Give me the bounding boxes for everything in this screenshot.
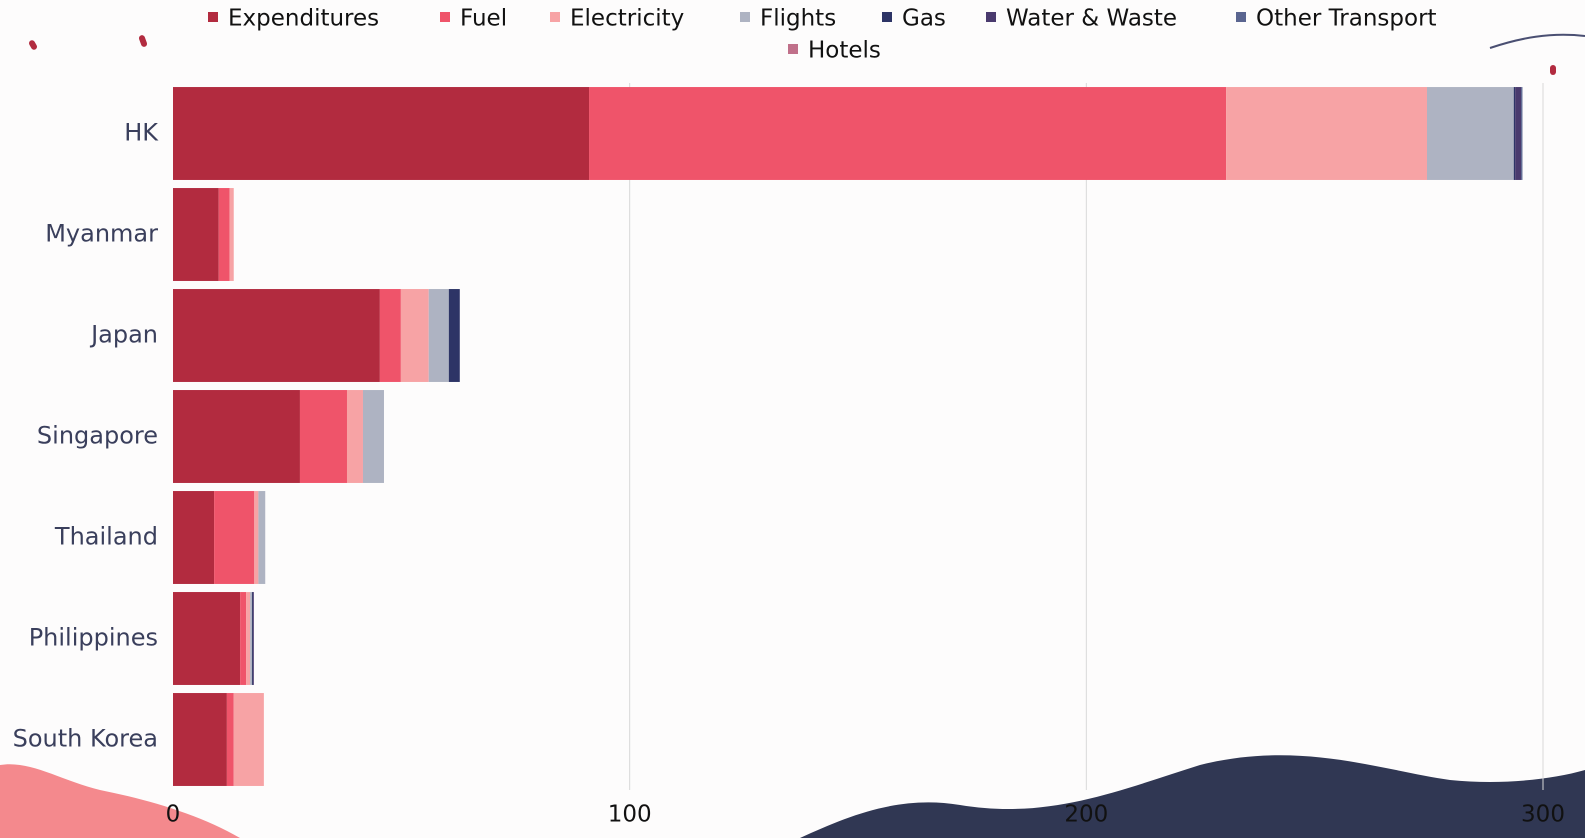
legend-marker: [788, 44, 798, 54]
legend-marker: [208, 12, 218, 22]
legend-label: Fuel: [460, 6, 507, 32]
bar-segment: [173, 390, 300, 483]
bar-segment: [173, 693, 227, 786]
bar-segment: [400, 289, 429, 382]
confetti: [138, 35, 148, 47]
legend-marker: [986, 12, 996, 22]
legend-label: Hotels: [808, 38, 881, 64]
bar-segment: [218, 188, 230, 281]
legend-label: Electricity: [570, 6, 684, 32]
bar-segment: [1513, 87, 1516, 180]
bar-segment: [214, 491, 255, 584]
legend-label: Gas: [902, 6, 946, 32]
bar-segment: [589, 87, 1227, 180]
bar-segment: [173, 289, 380, 382]
bar-segment: [254, 491, 259, 584]
bar-segment: [226, 693, 234, 786]
y-tick-label: Thailand: [54, 523, 158, 551]
bar-segment: [346, 390, 363, 483]
legend-marker: [440, 12, 450, 22]
legend-marker: [550, 12, 560, 22]
y-tick-label: South Korea: [13, 725, 158, 753]
bar-segment: [173, 188, 219, 281]
confetti: [1550, 65, 1556, 75]
legend-label: Other Transport: [1256, 6, 1437, 32]
y-tick-label: HK: [124, 119, 159, 147]
bar-segment: [379, 289, 401, 382]
bar-segment: [246, 592, 251, 685]
bar-segment: [240, 592, 247, 685]
pink-wave: [0, 764, 240, 838]
curl: [1489, 33, 1585, 49]
bar-segment: [299, 390, 347, 483]
decoration: [0, 33, 1585, 838]
y-tick-label: Japan: [89, 321, 158, 349]
y-tick-label: Philippines: [29, 624, 158, 652]
confetti: [29, 40, 37, 50]
bar-segment: [252, 592, 254, 685]
bar-segment: [1427, 87, 1514, 180]
y-tick-label: Singapore: [37, 422, 158, 450]
bar-segment: [428, 289, 449, 382]
legend-marker: [1236, 12, 1246, 22]
legend-label: Expenditures: [228, 6, 379, 32]
x-tick-label: 200: [1064, 802, 1108, 828]
x-tick-label: 100: [608, 802, 652, 828]
legend-label: Water & Waste: [1006, 6, 1177, 32]
y-tick-label: Myanmar: [45, 220, 158, 248]
bar-segment: [448, 289, 460, 382]
bar-segment: [1226, 87, 1428, 180]
bar-segment: [250, 592, 253, 685]
bar-segment: [233, 693, 264, 786]
x-tick-label: 0: [166, 802, 181, 828]
x-tick-label: 300: [1521, 802, 1565, 828]
bar-segment: [1515, 87, 1522, 180]
bar-segment: [173, 87, 590, 180]
bar-segment: [229, 188, 234, 281]
legend-marker: [740, 12, 750, 22]
legend-label: Flights: [760, 6, 836, 32]
bar-segment: [1521, 87, 1523, 180]
bar-segment: [252, 592, 253, 685]
bar-segment: [173, 592, 241, 685]
bar-segment: [258, 491, 266, 584]
legend-marker: [882, 12, 892, 22]
navy-wave: [800, 755, 1585, 838]
bar-segment: [362, 390, 384, 483]
bar-segment: [173, 491, 215, 584]
